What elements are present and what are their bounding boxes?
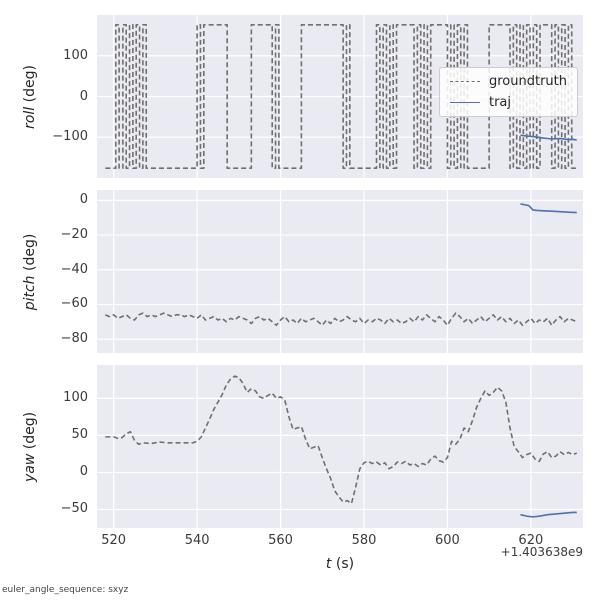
groundtruth-line [105,375,578,505]
y-tick-label: 0 [79,192,88,208]
y-tick-label: 50 [71,427,88,443]
x-tick-label: 560 [268,533,293,548]
y-tick-label: 100 [63,47,88,63]
legend-label-groundtruth: groundtruth [488,74,567,89]
groundtruth-line [105,23,577,170]
x-axis-offset-text: +1.403638e9 [500,545,583,559]
x-axis-label: t (s) [97,556,583,572]
y-tick-label: 0 [79,464,88,480]
x-tick-label: 540 [184,533,210,548]
plot-area-pitch [97,190,583,353]
x-tick-label: 600 [434,533,460,548]
x-tick-label: 580 [351,533,377,548]
y-tick-label: −40 [60,261,88,277]
x-axis-label-name: t [325,556,332,572]
y-tick-label: −20 [60,227,88,243]
traj-line [520,134,577,141]
groundtruth-line-sample [449,81,480,82]
y-tick-label: 0 [79,88,88,104]
x-tick-label: 620 [518,533,544,548]
roll-axis-label-name: roll [22,106,38,129]
x-tick-label: 520 [101,533,127,548]
y-tick-label: −80 [60,331,88,347]
groundtruth-line [105,312,578,327]
traj-line [520,203,577,214]
legend-entry-groundtruth: groundtruth [449,74,567,89]
y-tick-label: −50 [60,501,88,517]
legend-label-traj: traj [488,95,512,110]
x-axis-label-unit: (s) [331,556,355,572]
plot-area-yaw [97,365,583,528]
y-tick-label: −100 [52,129,88,145]
roll-subplot: roll (deg) groundtruth traj −100 0 100 [0,15,600,178]
pitch-subplot: pitch (deg) 0 −20 −40 −60 −80 [0,190,600,353]
yaw-subplot: yaw (deg) −50 0 50 100 520 540 560 580 600 620 [0,365,600,548]
euler-angle-sequence-note: euler_angle_sequence: sxyz [2,585,129,595]
legend: groundtruth traj [438,67,578,117]
legend-entry-traj: traj [449,95,567,110]
traj-line [520,511,577,518]
y-tick-label: 100 [63,390,88,406]
y-tick-label: −60 [60,296,88,312]
traj-line-sample [449,102,480,103]
